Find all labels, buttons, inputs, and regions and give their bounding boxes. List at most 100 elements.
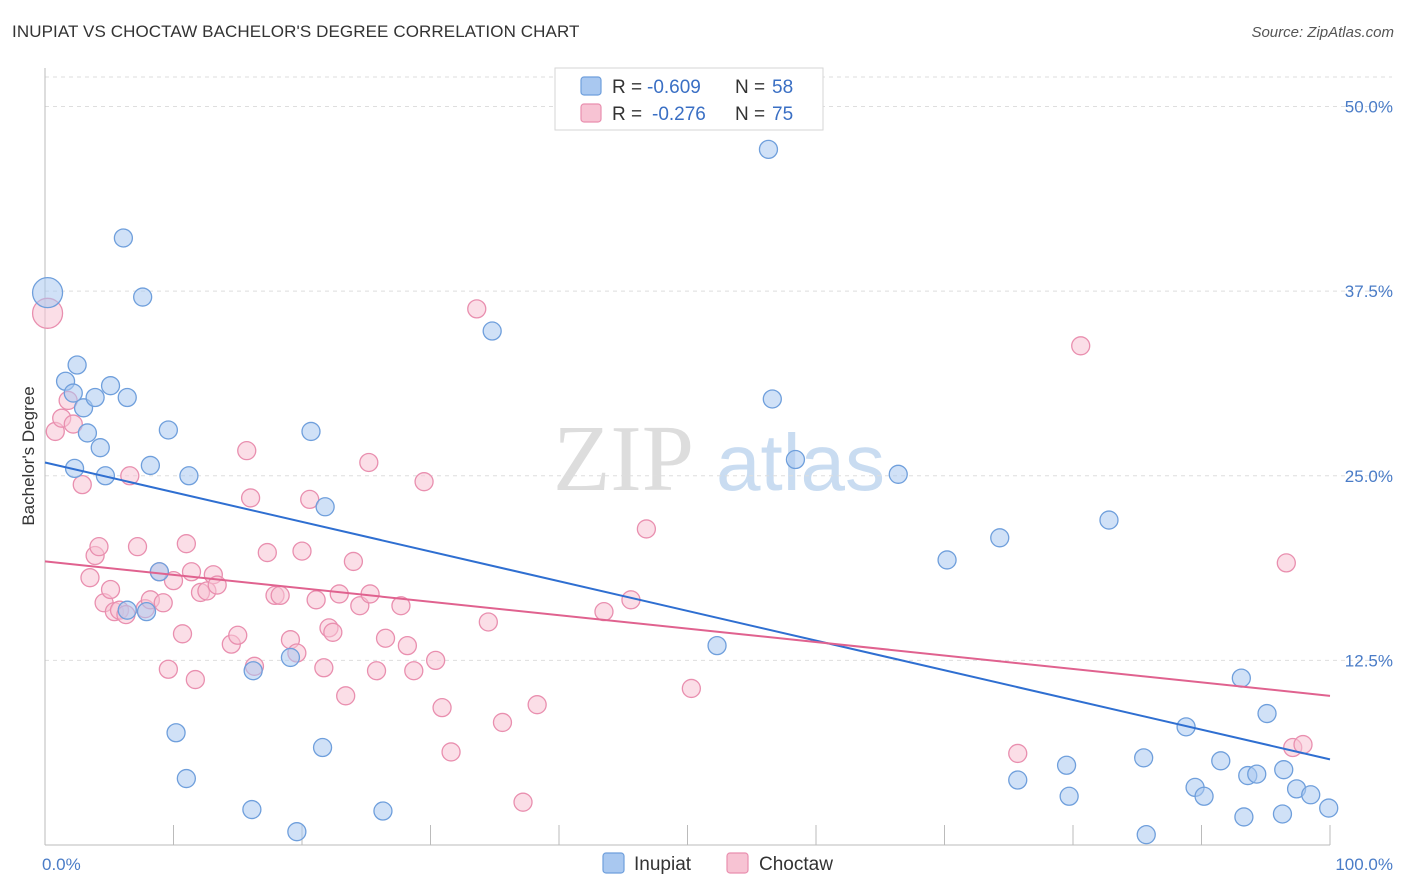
- inupiat-point: [888, 464, 908, 484]
- choctaw-point: [1071, 336, 1091, 356]
- legend-choctaw-n-value: 75: [772, 104, 793, 125]
- choctaw-point: [343, 551, 364, 572]
- inupiat-point: [1319, 798, 1339, 818]
- choctaw-point: [329, 584, 349, 604]
- inupiat-point: [301, 421, 321, 442]
- inupiat-point: [312, 737, 333, 758]
- choctaw-point: [478, 612, 498, 632]
- choctaw-point: [257, 542, 277, 563]
- choctaw-point: [292, 541, 312, 561]
- choctaw-point: [397, 635, 418, 656]
- y-tick-label-1: 25.0%: [1345, 467, 1393, 486]
- choctaw-point: [425, 650, 446, 671]
- y-axis-label: Bachelor's Degree: [19, 386, 38, 525]
- inupiat-point: [1234, 807, 1254, 827]
- series-legend: Inupiat Choctaw: [602, 852, 833, 875]
- watermark-zip: ZIP: [553, 407, 694, 511]
- choctaw-point: [240, 488, 261, 508]
- choctaw-point: [681, 678, 702, 699]
- gridlines: [45, 76, 1392, 661]
- inupiat-point: [140, 455, 161, 476]
- inupiat-point: [1301, 785, 1321, 805]
- choctaw-point: [314, 658, 334, 678]
- bottom-legend-swatch-inupiat: [602, 852, 625, 874]
- inupiat-point: [707, 635, 727, 656]
- inupiat-point: [133, 287, 153, 307]
- inupiat-point: [373, 801, 393, 821]
- y-tick-label-3: 50.0%: [1345, 98, 1393, 117]
- choctaw-point: [432, 697, 452, 718]
- inupiat-point: [1257, 703, 1277, 724]
- inupiat-point: [1134, 748, 1154, 768]
- choctaw-point: [636, 519, 657, 539]
- choctaw-point: [72, 474, 92, 495]
- choctaw-point: [513, 792, 533, 812]
- y-tick-labels: 12.5% 25.0% 37.5% 50.0%: [1345, 98, 1393, 671]
- choctaw-point: [270, 585, 290, 606]
- inupiat-trend-line: [44, 461, 1331, 761]
- source-credit: Source: ZipAtlas.com: [1251, 24, 1394, 41]
- inupiat-point: [1231, 668, 1251, 688]
- inupiat-point: [937, 550, 957, 570]
- inupiat-point: [1008, 770, 1028, 790]
- choctaw-point: [306, 590, 326, 610]
- inupiat-point: [1059, 786, 1079, 806]
- inupiat-point: [1056, 755, 1077, 775]
- x-tick-labels: 0.0% 100.0%: [42, 855, 1393, 874]
- inupiat-point: [1272, 804, 1293, 824]
- inupiat-point: [1247, 764, 1267, 784]
- choctaw-point: [1008, 743, 1028, 764]
- choctaw-point: [1276, 553, 1296, 573]
- inupiat-point: [77, 423, 98, 443]
- legend-choctaw-r-label: R =: [612, 104, 642, 125]
- choctaw-point: [176, 534, 197, 554]
- series-inupiat: [31, 139, 1339, 845]
- inupiat-point: [482, 321, 502, 341]
- choctaw-point: [492, 712, 513, 733]
- inupiat-point: [63, 383, 83, 403]
- choctaw-point: [127, 537, 148, 557]
- choctaw-point: [228, 625, 248, 645]
- inupiat-point: [85, 387, 105, 408]
- choctaw-point: [89, 537, 109, 557]
- inupiat-point: [100, 376, 121, 396]
- choctaw-point: [323, 622, 343, 642]
- choctaw-point: [100, 579, 121, 600]
- x-tick-label-0: 0.0%: [42, 855, 81, 874]
- y-tick-label-0: 12.5%: [1345, 651, 1393, 670]
- inupiat-point: [117, 600, 137, 620]
- inupiat-point: [117, 387, 137, 408]
- correlation-legend: R = -0.609 N = 58 R = -0.276 N = 75: [554, 67, 824, 131]
- watermark: ZIP atlas: [553, 407, 885, 511]
- choctaw-point: [80, 568, 100, 588]
- inupiat-point: [785, 449, 806, 470]
- choctaw-point: [594, 601, 614, 622]
- legend-swatch-choctaw: [580, 103, 602, 123]
- y-tick-label-2: 37.5%: [1345, 282, 1393, 301]
- inupiat-point: [287, 822, 307, 842]
- inupiat-point: [1211, 751, 1231, 771]
- choctaw-point: [158, 659, 179, 679]
- inupiat-point: [1274, 760, 1294, 780]
- choctaw-point: [404, 661, 424, 681]
- bottom-legend-choctaw: Choctaw: [759, 854, 833, 875]
- choctaw-point: [172, 624, 193, 644]
- choctaw-trend-line: [44, 560, 1331, 697]
- inupiat-point: [90, 438, 110, 458]
- legend-swatch-inupiat: [580, 76, 602, 96]
- choctaw-point: [375, 628, 396, 648]
- legend-inupiat-n-label: N =: [735, 77, 765, 98]
- legend-choctaw-n-label: N =: [735, 104, 765, 125]
- inupiat-point: [67, 355, 87, 375]
- inupiat-point: [166, 723, 186, 743]
- choctaw-point: [441, 742, 461, 762]
- inupiat-point: [315, 497, 335, 517]
- inupiat-point: [113, 228, 134, 248]
- inupiat-point: [158, 420, 179, 440]
- choctaw-point: [391, 596, 411, 616]
- series-choctaw: [31, 297, 1313, 812]
- inupiat-point: [762, 389, 782, 409]
- inupiat-point: [280, 647, 301, 668]
- choctaw-point: [300, 489, 320, 510]
